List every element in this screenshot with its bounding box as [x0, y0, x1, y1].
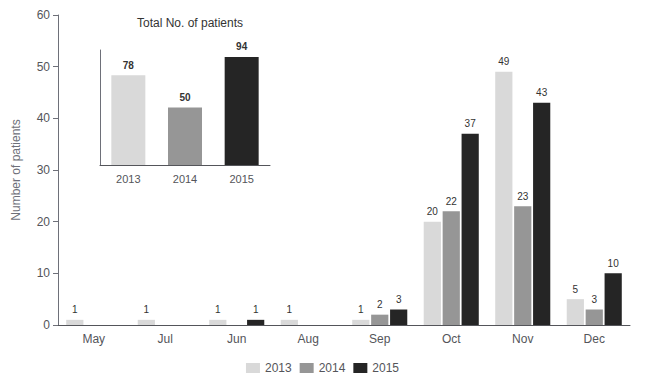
svg-text:30: 30 [37, 163, 51, 177]
svg-text:Aug: Aug [298, 332, 319, 346]
svg-text:2013: 2013 [265, 361, 292, 375]
svg-text:2: 2 [377, 299, 383, 310]
svg-text:Oct: Oct [442, 332, 461, 346]
svg-text:2014: 2014 [173, 173, 197, 185]
svg-text:49: 49 [498, 56, 510, 67]
svg-text:Total No. of patients: Total No. of patients [137, 16, 243, 30]
svg-text:0: 0 [43, 318, 50, 332]
svg-text:1: 1 [215, 304, 221, 315]
svg-text:May: May [82, 332, 105, 346]
svg-text:10: 10 [37, 266, 51, 280]
svg-text:50: 50 [37, 60, 51, 74]
svg-text:40: 40 [37, 111, 51, 125]
svg-text:1: 1 [358, 304, 364, 315]
svg-text:Dec: Dec [584, 332, 605, 346]
svg-text:43: 43 [536, 87, 548, 98]
svg-text:2015: 2015 [372, 361, 399, 375]
svg-text:1: 1 [287, 304, 293, 315]
svg-text:Sep: Sep [369, 332, 391, 346]
svg-text:20: 20 [427, 206, 439, 217]
svg-text:Number of patients: Number of patients [9, 119, 23, 220]
svg-text:2015: 2015 [229, 173, 253, 185]
svg-text:23: 23 [517, 191, 529, 202]
svg-text:1: 1 [253, 304, 259, 315]
svg-text:22: 22 [446, 196, 458, 207]
svg-text:Nov: Nov [512, 332, 533, 346]
svg-text:3: 3 [396, 294, 402, 305]
svg-text:1: 1 [72, 304, 78, 315]
svg-text:3: 3 [591, 294, 597, 305]
svg-text:50: 50 [179, 92, 191, 103]
svg-text:20: 20 [37, 215, 51, 229]
svg-text:2013: 2013 [116, 173, 140, 185]
svg-text:5: 5 [573, 284, 579, 295]
svg-text:2014: 2014 [319, 361, 346, 375]
svg-text:37: 37 [465, 118, 477, 129]
svg-text:60: 60 [37, 8, 51, 22]
svg-text:78: 78 [123, 60, 135, 71]
svg-text:1: 1 [144, 304, 150, 315]
svg-text:10: 10 [608, 258, 620, 269]
svg-text:Jun: Jun [227, 332, 246, 346]
svg-text:94: 94 [236, 41, 248, 52]
svg-text:Jul: Jul [158, 332, 173, 346]
